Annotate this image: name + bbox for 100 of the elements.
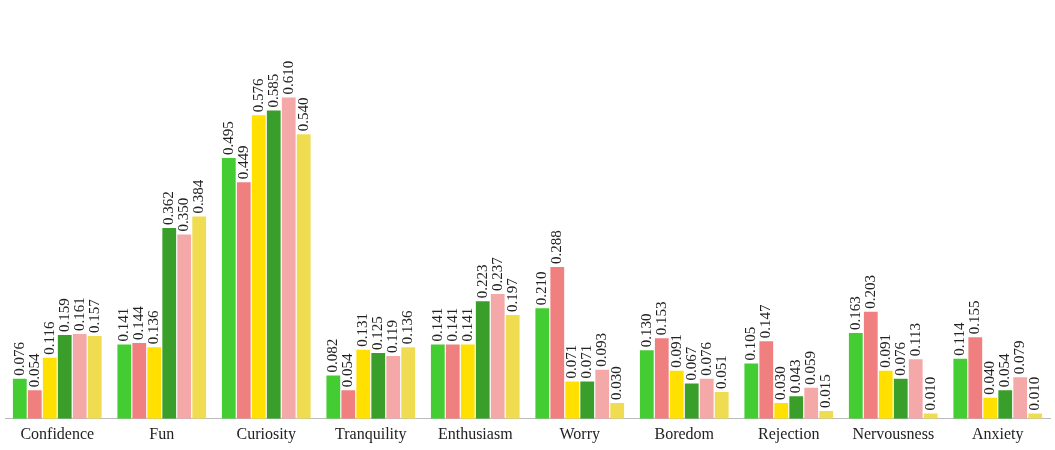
data-label: 0.015	[817, 374, 834, 408]
data-label: 0.076	[10, 341, 27, 376]
bar	[1013, 377, 1028, 419]
data-label: 0.059	[802, 350, 819, 385]
data-label: 0.082	[324, 338, 341, 373]
bar	[968, 337, 983, 419]
bar	[699, 378, 714, 419]
x-tick-label: Enthusiasm	[437, 424, 514, 442]
data-label: 0.210	[533, 271, 550, 306]
bar	[714, 391, 729, 419]
data-label: 0.144	[130, 305, 147, 340]
bar	[57, 335, 72, 419]
bar	[42, 357, 57, 419]
data-label: 0.030	[772, 366, 789, 400]
bar	[983, 397, 998, 419]
data-label: 0.119	[384, 319, 401, 354]
data-label: 0.161	[70, 297, 87, 331]
data-label: 0.130	[637, 313, 654, 348]
x-tick-label: Curiosity	[236, 424, 297, 443]
bar	[998, 390, 1013, 419]
data-label: 0.010	[1026, 376, 1043, 411]
bar	[87, 336, 102, 419]
data-label: 0.350	[175, 197, 192, 232]
data-label: 0.362	[160, 191, 177, 226]
bar	[192, 216, 207, 419]
bar	[27, 390, 42, 419]
data-label: 0.141	[428, 307, 445, 342]
data-label: 0.071	[563, 344, 580, 379]
bar	[296, 134, 311, 419]
data-label: 0.203	[861, 275, 878, 309]
bar	[759, 341, 774, 419]
bar	[177, 234, 192, 419]
bar	[669, 370, 684, 419]
data-label: 0.141	[458, 307, 475, 342]
x-tick-label: Rejection	[758, 424, 820, 443]
data-label: 0.384	[190, 179, 207, 214]
data-label: 0.157	[85, 298, 102, 334]
data-label: 0.067	[682, 346, 699, 381]
data-label: 0.079	[1011, 340, 1028, 375]
x-tick-label: Fun	[149, 424, 175, 442]
data-label: 0.076	[891, 341, 908, 376]
x-tick-label: Nervousness	[852, 424, 935, 442]
data-label: 0.576	[249, 78, 266, 113]
bar	[162, 228, 177, 419]
bar	[804, 387, 819, 419]
bar	[445, 344, 460, 419]
data-label: 0.141	[443, 307, 460, 342]
bar	[490, 293, 505, 419]
data-label: 0.147	[757, 304, 774, 339]
data-label: 0.076	[697, 341, 714, 376]
bar	[460, 344, 475, 419]
bar	[266, 110, 281, 419]
data-label: 0.114	[951, 322, 968, 356]
data-label: 0.113	[906, 323, 923, 357]
bar	[654, 338, 669, 419]
data-label: 0.051	[712, 355, 729, 389]
data-label: 0.105	[742, 326, 759, 361]
data-label: 0.131	[354, 313, 371, 347]
data-label: 0.010	[921, 376, 938, 411]
bar	[326, 375, 341, 419]
bar	[878, 370, 893, 419]
bar	[147, 347, 162, 419]
bar	[72, 333, 87, 419]
bar	[132, 342, 147, 419]
data-label: 0.043	[787, 359, 804, 394]
data-label: 0.223	[473, 264, 490, 299]
data-label: 0.159	[55, 298, 72, 333]
bar	[475, 301, 490, 419]
x-tick-label: Tranquility	[335, 424, 407, 443]
bar	[505, 315, 520, 419]
bar	[117, 344, 132, 419]
bar	[386, 356, 401, 419]
bar	[639, 350, 654, 419]
x-tick-label: Worry	[559, 424, 600, 443]
data-label: 0.091	[667, 334, 684, 368]
data-label: 0.495	[219, 121, 236, 156]
bar	[12, 378, 27, 419]
data-label: 0.610	[279, 60, 296, 95]
data-label: 0.449	[234, 145, 251, 180]
bar	[684, 383, 699, 419]
bar	[774, 402, 789, 419]
bar	[953, 358, 968, 419]
data-label: 0.136	[399, 309, 416, 345]
data-label: 0.585	[264, 73, 281, 108]
data-label: 0.125	[369, 316, 386, 350]
data-label: 0.153	[652, 301, 669, 336]
bar	[341, 390, 356, 419]
bar	[848, 332, 863, 419]
data-label: 0.116	[40, 320, 57, 355]
bar	[744, 363, 759, 419]
data-label: 0.540	[294, 97, 311, 132]
bar	[356, 349, 371, 419]
bar	[595, 369, 610, 419]
data-label: 0.054	[339, 353, 356, 388]
bar	[401, 347, 416, 419]
bar	[430, 344, 445, 419]
data-label: 0.288	[548, 230, 565, 265]
data-label: 0.237	[488, 256, 505, 291]
data-label: 0.197	[503, 277, 520, 313]
bar	[221, 158, 236, 419]
